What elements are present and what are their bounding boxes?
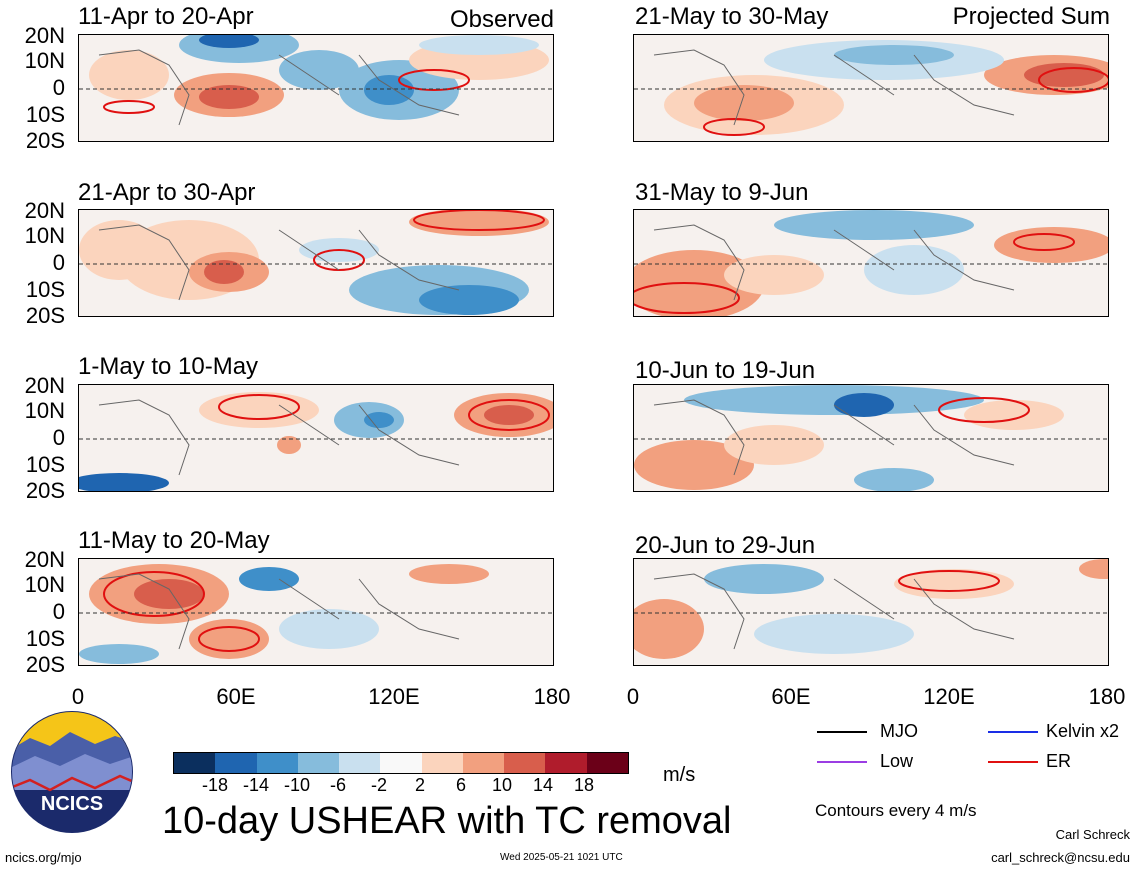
- legend-label-kelvin: Kelvin x2: [1046, 721, 1120, 741]
- panel-title: 10-Jun to 19-Jun: [635, 357, 816, 384]
- ytick-label: 20N: [24, 23, 65, 48]
- panel-title: 11-Apr to 20-Apr: [78, 3, 254, 30]
- ytick-label: 10N: [24, 572, 65, 597]
- footer-email: carl_schreck@ncsu.edu: [991, 850, 1130, 865]
- ytick-label: 20S: [25, 478, 65, 503]
- colorbar-swatch: [339, 753, 381, 773]
- shear-map: [79, 210, 553, 316]
- colorbar-label: 6: [455, 775, 466, 795]
- ytick-label: 20S: [25, 128, 65, 153]
- ytick-label: 10S: [25, 626, 65, 651]
- xtick-label: 0: [71, 684, 85, 709]
- legend-label-low: Low: [880, 751, 914, 771]
- legend-line-low: [817, 761, 867, 763]
- ytick-label: 10S: [25, 102, 65, 127]
- map-panel: [633, 558, 1109, 666]
- colorbar-label: 2: [414, 775, 425, 795]
- footer-site: ncics.org/mjo: [5, 850, 82, 865]
- ytick-label: 20N: [24, 373, 65, 398]
- colorbar-swatch: [586, 753, 628, 773]
- main-title: 10-day USHEAR with TC removal: [162, 800, 732, 842]
- legend-line-mjo: [817, 731, 867, 733]
- colorbar-swatch: [504, 753, 546, 773]
- ytick-label: 10N: [24, 398, 65, 423]
- xtick-label: 180: [1088, 684, 1126, 709]
- panel-title: 21-May to 30-May: [635, 3, 829, 30]
- ytick-label: 0: [52, 599, 65, 624]
- xtick-label: 0: [626, 684, 640, 709]
- panel-title: 20-Jun to 29-Jun: [635, 532, 816, 559]
- colorbar-swatch: [421, 753, 463, 773]
- ncics-logo-icon: NCICS: [11, 711, 133, 833]
- ytick-label: 10N: [24, 48, 65, 73]
- ytick-label: 20S: [25, 303, 65, 328]
- colorbar: [173, 752, 629, 774]
- colorbar-label: -10: [283, 775, 310, 795]
- ytick-label: 20N: [24, 198, 65, 223]
- contour-note: Contours every 4 m/s: [815, 801, 977, 820]
- panel-title: 31-May to 9-Jun: [635, 179, 809, 206]
- map-panel: [633, 34, 1109, 142]
- colorbar-swatch: [215, 753, 257, 773]
- colorbar-label: -18: [201, 775, 228, 795]
- shear-map: [79, 35, 553, 141]
- colorbar-label: -2: [370, 775, 387, 795]
- logo-text: NCICS: [41, 793, 103, 815]
- colorbar-label: -14: [242, 775, 269, 795]
- panel-title: 11-May to 20-May: [78, 527, 270, 554]
- xtick-label: 60E: [216, 684, 256, 709]
- map-panel: [78, 384, 554, 492]
- map-panel: [633, 384, 1109, 492]
- ytick-label: 0: [52, 425, 65, 450]
- legend-label-er: ER: [1046, 751, 1072, 771]
- map-panel: [78, 558, 554, 666]
- shear-map: [79, 385, 553, 491]
- colorbar-swatch: [256, 753, 298, 773]
- ytick-label: 10N: [24, 223, 65, 248]
- xtick-label: 120E: [923, 684, 975, 709]
- map-panel: [633, 209, 1109, 317]
- colorbar-swatch: [380, 753, 422, 773]
- ytick-label: 0: [52, 75, 65, 100]
- colorbar-label: 18: [573, 775, 595, 795]
- observed-header: Observed: [449, 6, 554, 33]
- colorbar-swatch: [545, 753, 587, 773]
- ytick-label: 20N: [24, 547, 65, 572]
- ytick-label: 10S: [25, 277, 65, 302]
- projected-header: Projected Sum: [952, 3, 1110, 30]
- colorbar-label: 10: [491, 775, 513, 795]
- colorbar-unit: m/s: [663, 764, 696, 786]
- ytick-label: 20S: [25, 652, 65, 677]
- ytick-label: 10S: [25, 452, 65, 477]
- footer-timestamp: Wed 2025-05-21 1021 UTC: [500, 852, 623, 863]
- shear-map: [634, 385, 1108, 491]
- colorbar-label: 14: [532, 775, 554, 795]
- colorbar-swatch: [297, 753, 340, 773]
- legend-label-mjo: MJO: [880, 721, 918, 741]
- xtick-label: 60E: [771, 684, 811, 709]
- map-panel: [78, 34, 554, 142]
- shear-map: [634, 35, 1108, 141]
- colorbar-swatch: [174, 753, 216, 773]
- panel-title: 21-Apr to 30-Apr: [78, 179, 256, 206]
- legend-line-er: [988, 761, 1038, 763]
- map-panel: [78, 209, 554, 317]
- shear-map: [79, 559, 553, 665]
- colorbar-swatch: [462, 753, 505, 773]
- shear-map: [634, 210, 1108, 316]
- colorbar-label: -6: [329, 775, 346, 795]
- footer-author: Carl Schreck: [1055, 827, 1130, 842]
- xtick-label: 120E: [368, 684, 420, 709]
- ncics-logo: NCICS: [10, 710, 134, 834]
- xtick-label: 180: [533, 684, 571, 709]
- ytick-label: 0: [52, 250, 65, 275]
- panel-title: 1-May to 10-May: [78, 353, 259, 380]
- shear-map: [634, 559, 1108, 665]
- legend-line-kelvin: [988, 731, 1038, 733]
